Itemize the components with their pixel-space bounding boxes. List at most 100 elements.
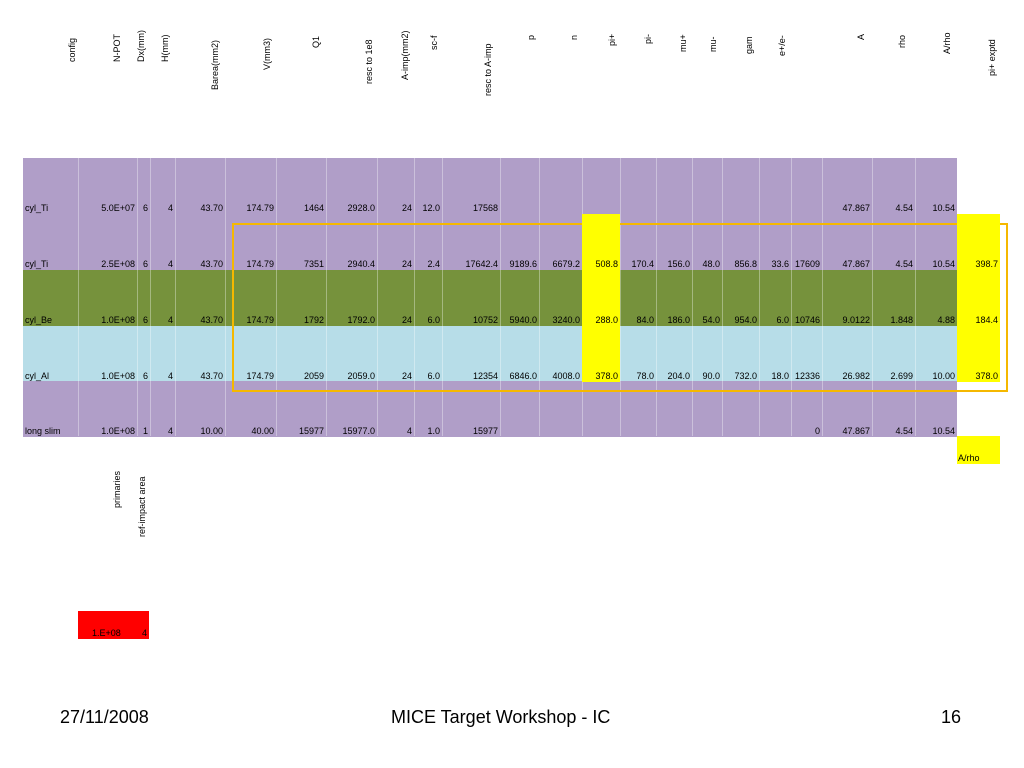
cell-resc1e8: 2059.0 bbox=[347, 371, 375, 381]
cell-v: 40.00 bbox=[251, 426, 274, 436]
cell-p: 5940.0 bbox=[509, 315, 537, 325]
header-ee: e+/e- bbox=[777, 35, 787, 56]
red-marker-value-2: 4 bbox=[142, 628, 148, 638]
cell-pipexptd: 184.4 bbox=[975, 315, 998, 325]
cell-rescaimp: 15977 bbox=[472, 426, 498, 436]
cell-resc1e8: 2940.4 bbox=[347, 259, 375, 269]
highlight-box bbox=[232, 223, 1008, 392]
cell-p: 6846.0 bbox=[509, 371, 537, 381]
cell-p bbox=[500, 158, 539, 214]
table-row bbox=[23, 158, 957, 214]
cell-gam: 856.8 bbox=[734, 259, 757, 269]
cell-gam: 954.0 bbox=[734, 315, 757, 325]
cell-rho: 2.699 bbox=[890, 371, 913, 381]
arho-note-label: A/rho bbox=[958, 453, 980, 463]
cell-resc1e8: 15977.0 bbox=[342, 426, 375, 436]
cell-mum bbox=[692, 158, 722, 214]
cell-pim bbox=[620, 158, 656, 214]
header-h: H(mm) bbox=[160, 34, 170, 63]
cell-ee bbox=[759, 158, 791, 214]
cell-dx: 6 bbox=[142, 315, 148, 325]
cell-pim: 170.4 bbox=[631, 259, 654, 269]
cell-aimp: 4 bbox=[406, 426, 412, 436]
cell-ee: 18.0 bbox=[771, 371, 789, 381]
cell-pim: 84.0 bbox=[636, 315, 654, 325]
column-divider bbox=[722, 158, 723, 436]
cell-h: 4 bbox=[167, 371, 173, 381]
pi-plus-highlight bbox=[582, 214, 620, 382]
cell-dx: 1 bbox=[142, 426, 148, 436]
footer-page-number: 16 bbox=[941, 707, 962, 727]
header-q1: Q1 bbox=[311, 35, 321, 48]
header-config: config bbox=[67, 37, 77, 62]
red-marker: 1.E+08 4 bbox=[78, 611, 149, 639]
cell-barea: 43.70 bbox=[200, 371, 223, 381]
cell-rho: 4.54 bbox=[895, 203, 913, 213]
cell-q1: 15977 bbox=[298, 426, 324, 436]
cell-pipexptd: 378.0 bbox=[975, 371, 998, 381]
cell-dx: 6 bbox=[142, 259, 148, 269]
cell-npot: 5.0E+07 bbox=[101, 203, 135, 213]
cell-pip bbox=[582, 381, 620, 437]
cell-pip bbox=[582, 158, 620, 214]
column-divider bbox=[539, 158, 540, 436]
cell-dx: 6 bbox=[142, 371, 148, 381]
cell-pipexptd bbox=[957, 158, 1000, 214]
header-rho: rho bbox=[897, 34, 907, 48]
column-divider bbox=[326, 158, 327, 436]
cell-sum: 10746 bbox=[794, 315, 820, 325]
cell-scf: 2.4 bbox=[427, 259, 440, 269]
cell-resc1e8: 1792.0 bbox=[347, 315, 375, 325]
header-pipexptd: pi+ exptd bbox=[987, 39, 997, 76]
cell-p bbox=[500, 381, 539, 437]
header-a: A bbox=[856, 33, 866, 40]
cell-pip: 508.8 bbox=[595, 259, 618, 269]
cell-mum: 90.0 bbox=[702, 371, 720, 381]
column-divider bbox=[692, 158, 693, 436]
cell-q1: 7351 bbox=[303, 259, 324, 269]
column-divider bbox=[225, 158, 226, 436]
cell-v: 174.79 bbox=[246, 371, 274, 381]
cell-rescaimp: 10752 bbox=[472, 315, 498, 325]
column-divider bbox=[656, 158, 657, 436]
cell-mup: 156.0 bbox=[667, 259, 690, 269]
column-divider bbox=[414, 158, 415, 436]
cell-barea: 10.00 bbox=[200, 426, 223, 436]
cell-scf: 1.0 bbox=[427, 426, 440, 436]
cell-gam bbox=[722, 381, 759, 437]
column-divider bbox=[78, 158, 79, 436]
column-divider bbox=[377, 158, 378, 436]
cell-q1: 1464 bbox=[303, 203, 324, 213]
cell-rho: 4.54 bbox=[895, 426, 913, 436]
header-n: n bbox=[569, 34, 579, 40]
cell-ee bbox=[759, 381, 791, 437]
column-divider bbox=[442, 158, 443, 436]
cell-resc1e8: 2928.0 bbox=[347, 203, 375, 213]
cell-config: cyl_Ti bbox=[25, 203, 49, 213]
cell-rescaimp: 12354 bbox=[472, 371, 498, 381]
cell-npot: 1.0E+08 bbox=[101, 315, 135, 325]
cell-scf: 12.0 bbox=[422, 203, 440, 213]
cell-rho: 1.848 bbox=[890, 315, 913, 325]
cell-a: 26.982 bbox=[842, 371, 870, 381]
cell-n: 4008.0 bbox=[552, 371, 580, 381]
cell-sum: 12336 bbox=[794, 371, 820, 381]
header-resc1e8: resc to 1e8 bbox=[364, 39, 374, 84]
cell-scf: 6.0 bbox=[427, 315, 440, 325]
cell-v: 174.79 bbox=[246, 259, 274, 269]
cell-q1: 2059 bbox=[303, 371, 324, 381]
cell-arho: 10.54 bbox=[932, 426, 955, 436]
header-mum: mu- bbox=[708, 36, 718, 53]
header-arho: A/rho bbox=[942, 32, 952, 54]
cell-aimp: 24 bbox=[401, 259, 412, 269]
cell-npot: 2.5E+08 bbox=[101, 259, 135, 269]
cell-mum: 54.0 bbox=[702, 315, 720, 325]
footer-date: 27/11/2008 bbox=[60, 707, 149, 727]
cell-arho: 10.54 bbox=[932, 203, 955, 213]
header-gam: gam bbox=[744, 36, 754, 54]
cell-rho: 4.54 bbox=[895, 259, 913, 269]
column-divider bbox=[137, 158, 138, 436]
cell-sum bbox=[791, 158, 822, 214]
cell-mum: 48.0 bbox=[702, 259, 720, 269]
cell-a: 47.867 bbox=[842, 259, 870, 269]
